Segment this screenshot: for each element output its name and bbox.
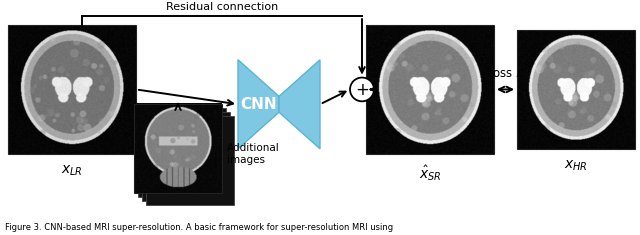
Polygon shape xyxy=(279,60,320,149)
Text: CNN: CNN xyxy=(240,97,277,112)
Bar xyxy=(142,112,230,201)
Bar xyxy=(146,116,234,205)
Circle shape xyxy=(350,78,374,101)
Text: $\hat{x}_{SR}$: $\hat{x}_{SR}$ xyxy=(419,164,442,183)
Text: Residual connection: Residual connection xyxy=(166,2,278,12)
Polygon shape xyxy=(238,60,279,149)
Bar xyxy=(517,30,635,149)
Text: Loss $\mathcal{L}$: Loss $\mathcal{L}$ xyxy=(486,67,525,79)
Text: $x_{HR}$: $x_{HR}$ xyxy=(564,159,588,173)
Bar xyxy=(8,25,136,154)
Bar xyxy=(134,104,222,193)
Text: Figure 3. CNN-based MRI super-resolution. A basic framework for super-resolution: Figure 3. CNN-based MRI super-resolution… xyxy=(5,223,393,232)
Bar xyxy=(366,25,494,154)
Text: $x_{LR}$: $x_{LR}$ xyxy=(61,164,83,178)
Text: +: + xyxy=(355,81,369,99)
Text: Additional
images: Additional images xyxy=(227,143,280,164)
Bar xyxy=(138,108,226,197)
